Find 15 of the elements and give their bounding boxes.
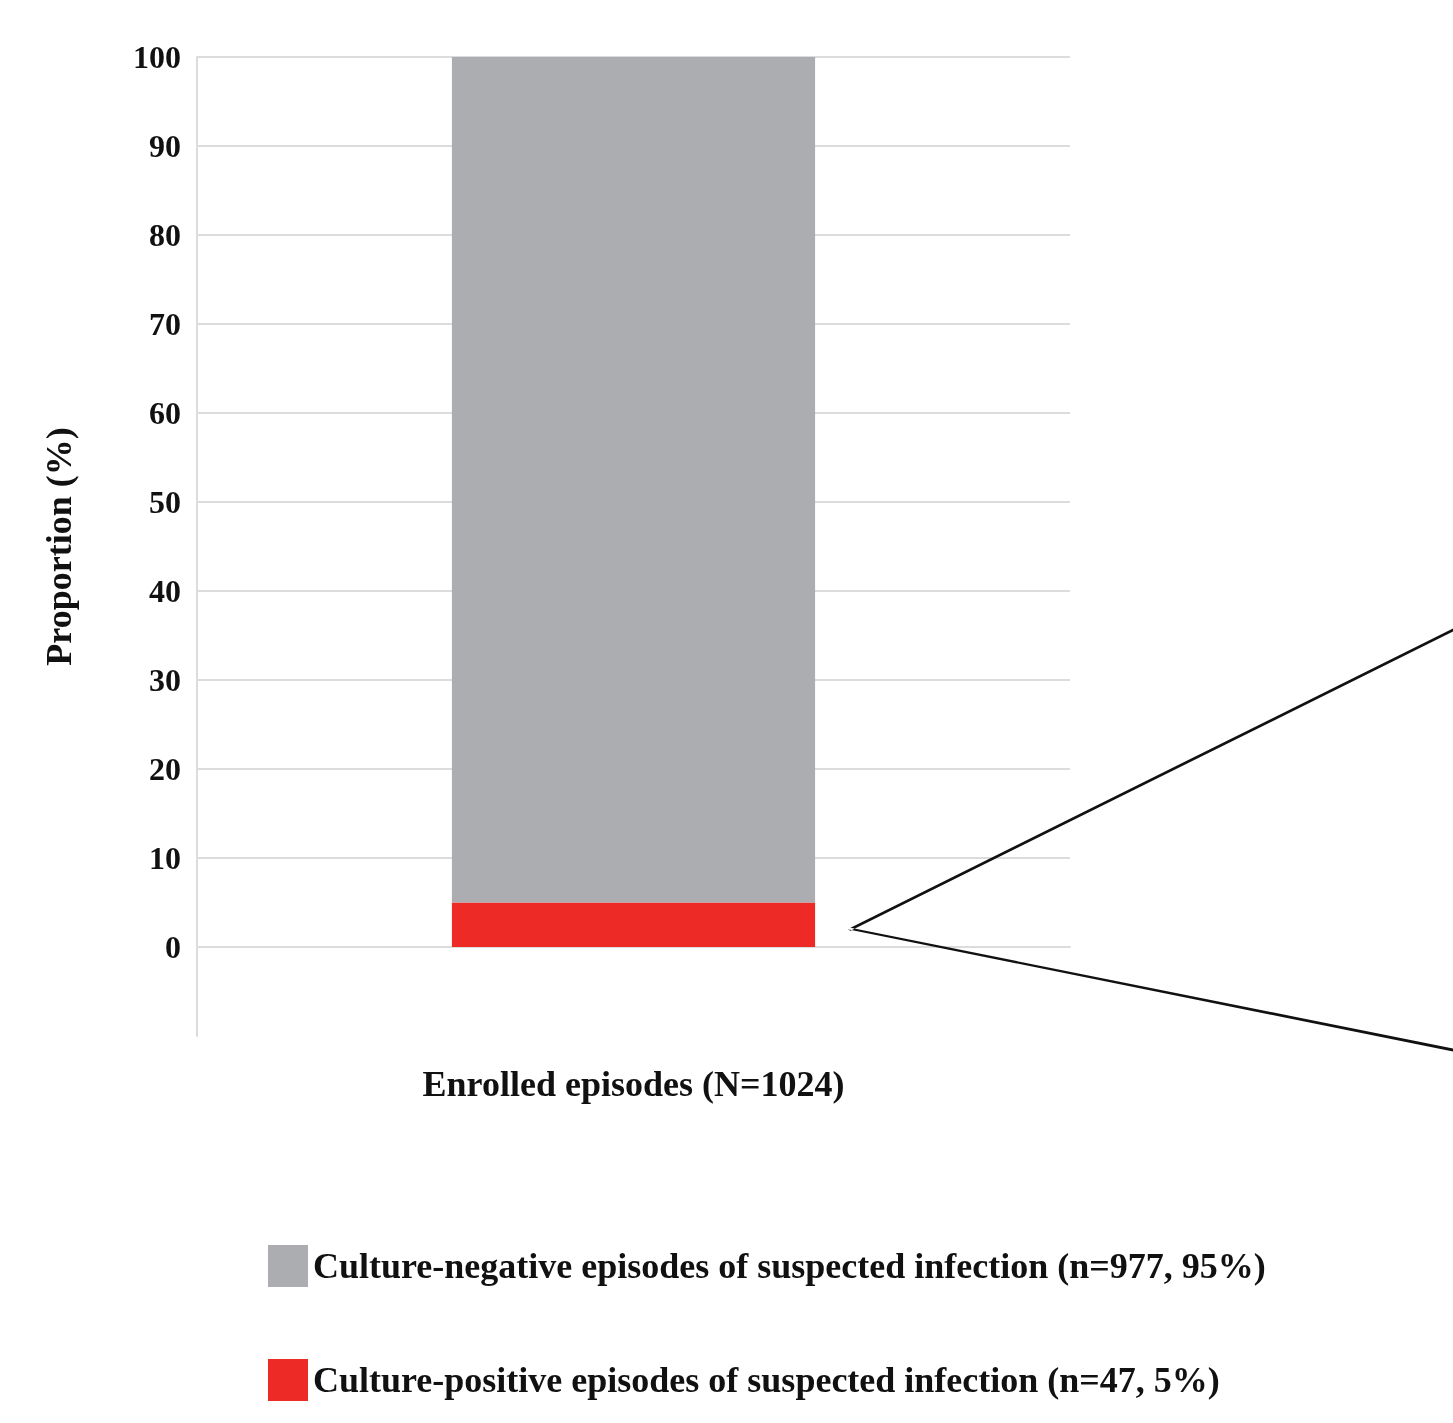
y-tick-label: 90 — [149, 128, 181, 164]
y-tick-label: 50 — [149, 484, 181, 520]
y-axis-title: Proportion (%) — [39, 427, 79, 666]
legend-label: Culture-negative episodes of suspected infection (n=977, 95%) — [313, 1246, 1266, 1286]
y-tick-label: 80 — [149, 217, 181, 253]
y-tick-label: 20 — [149, 751, 181, 787]
x-tick-label: Enrolled episodes (N=1024) — [422, 1064, 845, 1104]
y-tick-label: 0 — [165, 929, 181, 965]
y-tick-label: 40 — [149, 573, 181, 609]
y-tick-label: 70 — [149, 306, 181, 342]
y-tick-label: 100 — [133, 39, 181, 75]
y-tick-label: 10 — [149, 840, 181, 876]
y-tick-label: 30 — [149, 662, 181, 698]
legend-label: Culture-positive episodes of suspected infection (n=47, 5%) — [313, 1360, 1220, 1400]
y-tick-label: 60 — [149, 395, 181, 431]
